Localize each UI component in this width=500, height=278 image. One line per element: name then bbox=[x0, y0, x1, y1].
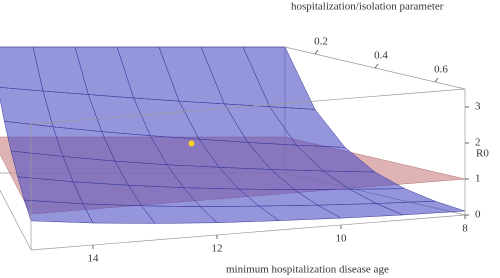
y-tick-label: 0.4 bbox=[374, 50, 388, 62]
y-tick bbox=[434, 77, 439, 83]
x-axis-title: minimum hospitalization disease age bbox=[226, 264, 389, 276]
z-tick-label: 2 bbox=[475, 137, 481, 149]
y-tick bbox=[314, 49, 319, 55]
x-tick-label: 10 bbox=[336, 233, 348, 245]
z-tick-label: 3 bbox=[475, 101, 481, 113]
y-tick-label: 0.6 bbox=[434, 64, 448, 76]
marker-point bbox=[188, 140, 195, 147]
z-tick-label: 1 bbox=[475, 173, 481, 185]
y-axis-title: hospitalization/isolation parameter bbox=[291, 1, 444, 13]
y-tick-label: 0.2 bbox=[314, 36, 328, 48]
z-tick-label: 0 bbox=[475, 209, 481, 221]
box-edge bbox=[0, 189, 32, 251]
surface-patch bbox=[0, 46, 44, 92]
box-edge bbox=[30, 88, 466, 125]
x-tick-label: 14 bbox=[88, 253, 100, 265]
x-tick-label: 8 bbox=[462, 223, 468, 235]
box-edge bbox=[30, 214, 466, 251]
y-tick bbox=[374, 63, 379, 69]
z-axis-title: R0 bbox=[476, 148, 489, 160]
x-tick-label: 12 bbox=[212, 243, 223, 255]
